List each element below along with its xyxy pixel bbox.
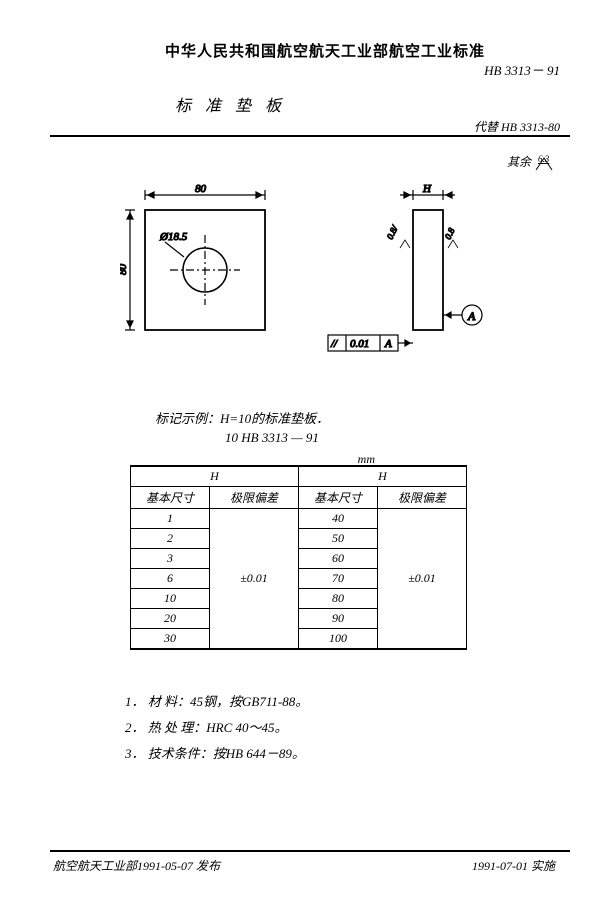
svg-text://: // <box>330 338 338 350</box>
svg-text:0.8/: 0.8/ <box>385 223 401 241</box>
implement-date: 1991-07-01 实施 <box>472 857 555 874</box>
svg-text:0.8: 0.8 <box>443 226 457 241</box>
marking-code: 10 HB 3313 — 91 <box>225 430 319 446</box>
header-org: 中华人民共和国航空航天工业部航空工业标准 <box>50 40 570 61</box>
svg-text:80: 80 <box>195 183 207 195</box>
technical-drawing: 80 80 Ø18.5 H 0.8/ 0.8 // 0.01 A A <box>120 180 500 380</box>
svg-text:H: H <box>422 183 432 195</box>
svg-text:80: 80 <box>120 264 129 276</box>
note-material: 1． 材 料：45钢，按GB711-88。 <box>125 690 308 714</box>
svg-text:A: A <box>384 338 392 350</box>
marking-example: 标记示例：H=10的标准垫板． <box>155 408 329 427</box>
svg-text:Ø18.5: Ø18.5 <box>159 231 188 243</box>
notes: 1． 材 料：45钢，按GB711-88。 2． 热 处 理：HRC 40～45… <box>125 690 308 768</box>
surface-finish: 其余 6.3 <box>507 153 562 172</box>
dimension-table: HH 基本尺寸极限偏差基本尺寸极限偏差 1±0.0140±0.01 250 36… <box>130 465 467 650</box>
note-tech: 3． 技术条件：按HB 644－89。 <box>125 742 308 766</box>
doc-title: 标准垫板 <box>175 92 295 116</box>
divider <box>50 135 570 137</box>
publish-date: 航空航天工业部1991-05-07 发布 <box>53 857 220 874</box>
note-heat: 2． 热 处 理：HRC 40～45。 <box>125 716 308 740</box>
footer-divider <box>50 850 570 852</box>
standard-number: HB 3313－ 91 <box>484 60 560 79</box>
svg-text:A: A <box>467 309 476 323</box>
replaces: 代替 HB 3313-80 <box>474 118 560 135</box>
svg-text:0.01: 0.01 <box>350 338 369 350</box>
